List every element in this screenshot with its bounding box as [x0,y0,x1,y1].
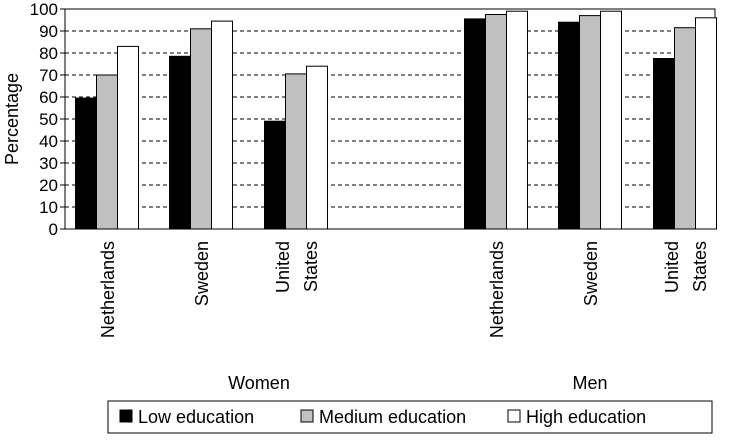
x-tick-label: Netherlands [487,241,507,338]
x-tick-label: United [662,241,682,293]
y-axis-label: Percentage [2,73,22,165]
y-tick-label: 0 [49,220,58,239]
bar [653,58,675,230]
x-tick-label: Sweden [581,241,601,306]
bar [211,20,233,230]
bar [695,17,717,230]
bar [579,15,601,230]
bar [506,10,528,230]
bar [96,74,118,230]
group-label: Men [572,373,607,393]
legend-label: High education [526,407,646,427]
y-tick-label: 90 [39,22,58,41]
bar [264,120,286,230]
bar [674,27,696,230]
x-tick-label: Sweden [192,241,212,306]
y-tick-label: 20 [39,176,58,195]
legend-label: Medium education [319,407,466,427]
bar [464,18,486,230]
x-tick-label: States [301,241,321,292]
bar [600,10,622,230]
y-tick-label: 80 [39,44,58,63]
y-tick-label: 70 [39,66,58,85]
y-tick-label: 10 [39,198,58,217]
legend-swatch [507,409,521,423]
legend-swatch [300,409,314,423]
y-tick-label: 100 [30,0,58,19]
bar [306,65,328,230]
y-tick-label: 60 [39,88,58,107]
bar [190,28,212,230]
y-tick-label: 30 [39,154,58,173]
x-tick-label: Netherlands [98,241,118,338]
y-tick-label: 50 [39,110,58,129]
bar [75,97,97,230]
legend [107,400,713,434]
x-tick-label: United [273,241,293,293]
bar [169,55,191,230]
bar [285,73,307,230]
y-tick-label: 40 [39,132,58,151]
legend-label: Low education [138,407,254,427]
legend-swatch [119,409,133,423]
bar [485,14,507,230]
x-tick-label: States [690,241,710,292]
bar [558,21,580,230]
bar [117,45,139,230]
group-label: Women [228,373,290,393]
